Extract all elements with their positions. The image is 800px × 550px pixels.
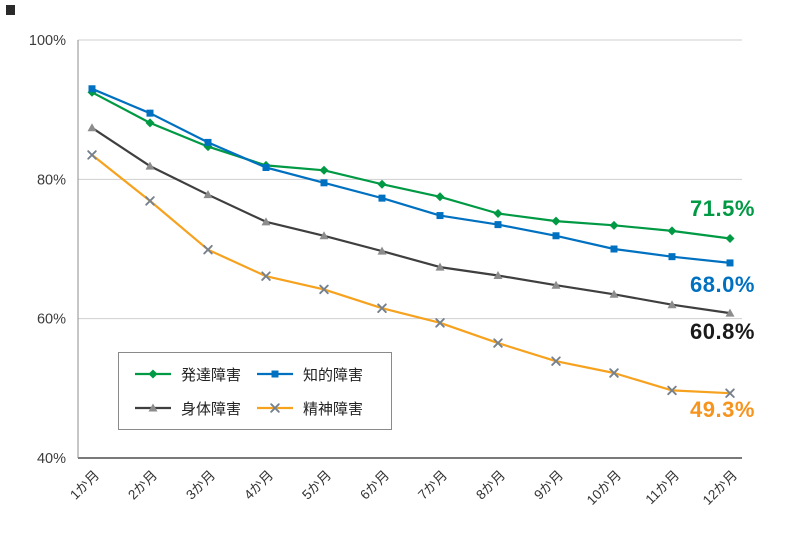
square-line-marker-icon — [257, 370, 293, 378]
legend-item-mental: 精神障害 — [255, 398, 377, 419]
svg-text:12か月: 12か月 — [700, 468, 740, 508]
triangle-line-marker-icon — [135, 403, 171, 412]
legend-item-physical: 身体障害 — [133, 398, 255, 419]
legend-label-intellectual: 知的障害 — [303, 366, 364, 384]
svg-text:9か月: 9か月 — [531, 468, 566, 503]
legend-item-intellectual: 知的障害 — [255, 364, 377, 385]
diamond-line-marker-icon — [135, 369, 171, 379]
legend-label-physical: 身体障害 — [181, 400, 242, 418]
end-label-physical: 60.8% — [690, 319, 755, 345]
svg-text:6か月: 6か月 — [357, 468, 392, 503]
end-label-intellectual: 68.0% — [690, 271, 755, 297]
svg-text:5か月: 5か月 — [299, 468, 334, 503]
svg-text:7か月: 7か月 — [415, 468, 450, 503]
x-line-marker-icon — [257, 403, 293, 413]
svg-text:1か月: 1か月 — [67, 468, 102, 503]
legend-label-developmental: 発達障害 — [181, 366, 242, 384]
svg-text:8か月: 8か月 — [473, 468, 508, 503]
svg-text:2か月: 2か月 — [125, 468, 160, 503]
legend-label-mental: 精神障害 — [303, 400, 364, 418]
svg-text:80%: 80% — [37, 172, 66, 188]
end-label-developmental: 71.5% — [690, 195, 755, 221]
svg-text:11か月: 11か月 — [643, 468, 683, 508]
corner-bullet-mark — [6, 5, 15, 15]
svg-text:60%: 60% — [37, 312, 66, 328]
svg-text:3か月: 3か月 — [183, 468, 218, 503]
svg-text:100%: 100% — [29, 33, 66, 49]
chart-legend: 発達障害 知的障害 身体障害 精神障害 — [118, 352, 392, 430]
legend-item-developmental: 発達障害 — [133, 364, 255, 385]
svg-text:10か月: 10か月 — [584, 468, 624, 508]
svg-text:40%: 40% — [37, 451, 66, 467]
svg-text:4か月: 4か月 — [241, 468, 276, 503]
end-label-mental: 49.3% — [690, 397, 755, 423]
